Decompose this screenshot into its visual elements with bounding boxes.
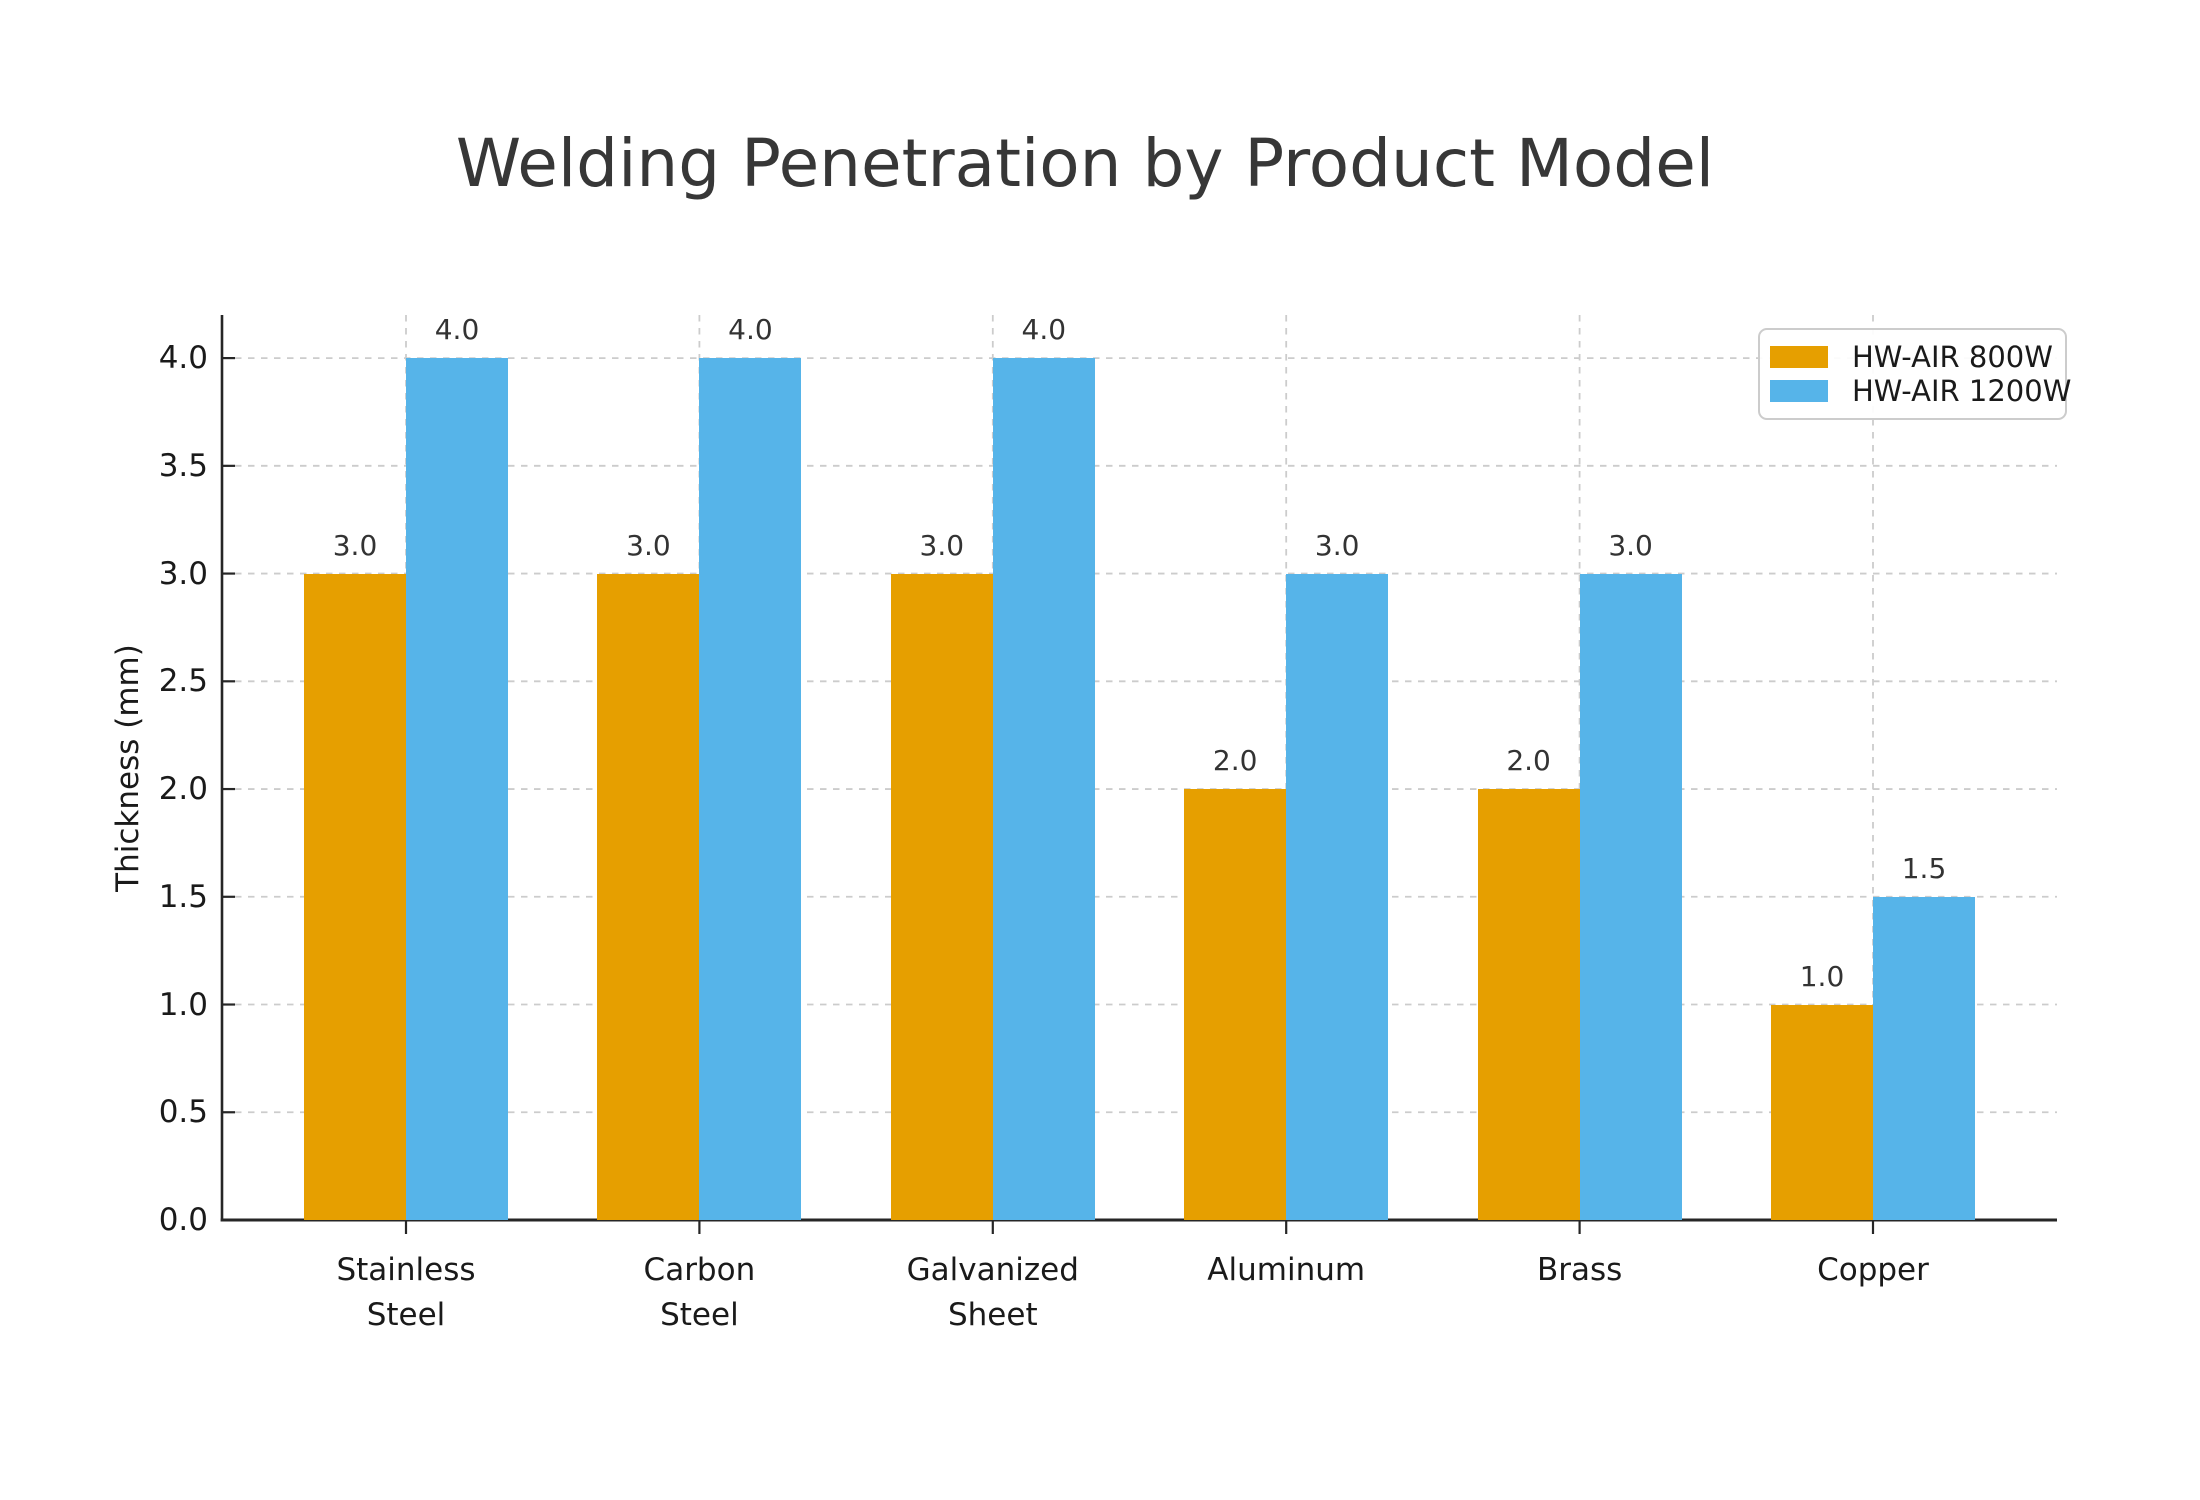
value-label-hw-air-1200w-galvanized-sheet: 4.0	[1021, 313, 1067, 347]
bar-hw-air-1200w-copper	[1873, 896, 1975, 1220]
bar-hw-air-1200w-brass	[1579, 573, 1682, 1220]
legend: HW-AIR 800W HW-AIR 1200W	[1758, 328, 2071, 420]
value-label-hw-air-800w-brass: 2.0	[1506, 744, 1551, 778]
x-tick-label-galvanized-sheet: Galvanized Sheet	[843, 1248, 1143, 1338]
value-label-hw-air-1200w-brass: 3.0	[1608, 528, 1653, 562]
bar-hw-air-1200w-galvanized-sheet	[992, 358, 1095, 1220]
bar-hw-air-800w-carbon-steel	[597, 573, 700, 1220]
value-label-hw-air-800w-aluminum: 2.0	[1212, 744, 1258, 778]
y-tick-label-0.0: 0.0	[158, 1202, 208, 1238]
legend-label-hw-air-1200w: HW-AIR 1200W	[1852, 374, 2072, 408]
x-tick-label-line: Stainless	[336, 1252, 476, 1288]
bar-hw-air-800w-aluminum	[1184, 789, 1287, 1220]
value-label-hw-air-1200w-aluminum: 3.0	[1314, 528, 1360, 562]
x-tick-label-line: Brass	[1536, 1252, 1623, 1288]
y-tick-label-1.0: 1.0	[158, 986, 208, 1023]
x-tick-label-line: Carbon	[643, 1252, 756, 1288]
x-tick-label-copper: Copper	[1723, 1248, 2023, 1293]
value-label-hw-air-1200w-carbon-steel: 4.0	[728, 313, 773, 347]
value-label-hw-air-800w-copper: 1.0	[1799, 959, 1845, 993]
x-tick-label-line: Copper	[1817, 1252, 1929, 1288]
x-tick-label-carbon-steel: Carbon Steel	[549, 1248, 849, 1338]
legend-label-hw-air-800w: HW-AIR 800W	[1852, 340, 2053, 374]
value-label-hw-air-800w-stainless-steel: 3.0	[332, 528, 378, 562]
legend-swatch-hw-air-800w	[1770, 346, 1828, 368]
y-tick-label-0.5: 0.5	[158, 1094, 208, 1131]
x-tick-label-brass: Brass	[1430, 1248, 1730, 1293]
x-tick-label-line: Galvanized	[906, 1252, 1079, 1288]
bar-hw-air-800w-stainless-steel	[304, 573, 406, 1220]
y-tick-label-3.5: 3.5	[158, 447, 208, 484]
bar-hw-air-800w-copper	[1771, 1004, 1873, 1220]
value-label-hw-air-800w-galvanized-sheet: 3.0	[919, 528, 965, 562]
legend-swatch-hw-air-1200w	[1770, 380, 1828, 402]
y-tick-label-2.0: 2.0	[158, 771, 208, 808]
x-tick-label-stainless-steel: Stainless Steel	[256, 1248, 556, 1338]
value-label-hw-air-1200w-stainless-steel: 4.0	[434, 313, 480, 347]
legend-item-hw-air-1200w: HW-AIR 1200W	[1770, 374, 2071, 408]
x-tick-label-line: Sheet	[947, 1297, 1038, 1333]
bar-hw-air-1200w-carbon-steel	[699, 358, 802, 1220]
x-tick-label-line: Steel	[366, 1297, 446, 1333]
x-tick-label-aluminum: Aluminum	[1136, 1248, 1436, 1293]
bar-hw-air-800w-galvanized-sheet	[890, 573, 993, 1220]
y-tick-label-1.5: 1.5	[158, 878, 208, 915]
x-tick-label-line: Aluminum	[1207, 1252, 1366, 1288]
bar-hw-air-1200w-aluminum	[1286, 573, 1389, 1220]
y-tick-label-4.0: 4.0	[158, 340, 208, 377]
bar-hw-air-800w-brass	[1477, 789, 1580, 1220]
value-label-hw-air-1200w-copper: 1.5	[1901, 851, 1947, 885]
x-tick-label-line: Steel	[660, 1297, 739, 1333]
bar-hw-air-1200w-stainless-steel	[406, 358, 508, 1220]
value-label-hw-air-800w-carbon-steel: 3.0	[626, 528, 671, 562]
y-tick-label-2.5: 2.5	[158, 663, 208, 700]
legend-item-hw-air-800w: HW-AIR 800W	[1770, 340, 2053, 374]
chart-title: Welding Penetration by Product Model	[455, 125, 1715, 202]
y-tick-label-3.0: 3.0	[158, 555, 208, 592]
